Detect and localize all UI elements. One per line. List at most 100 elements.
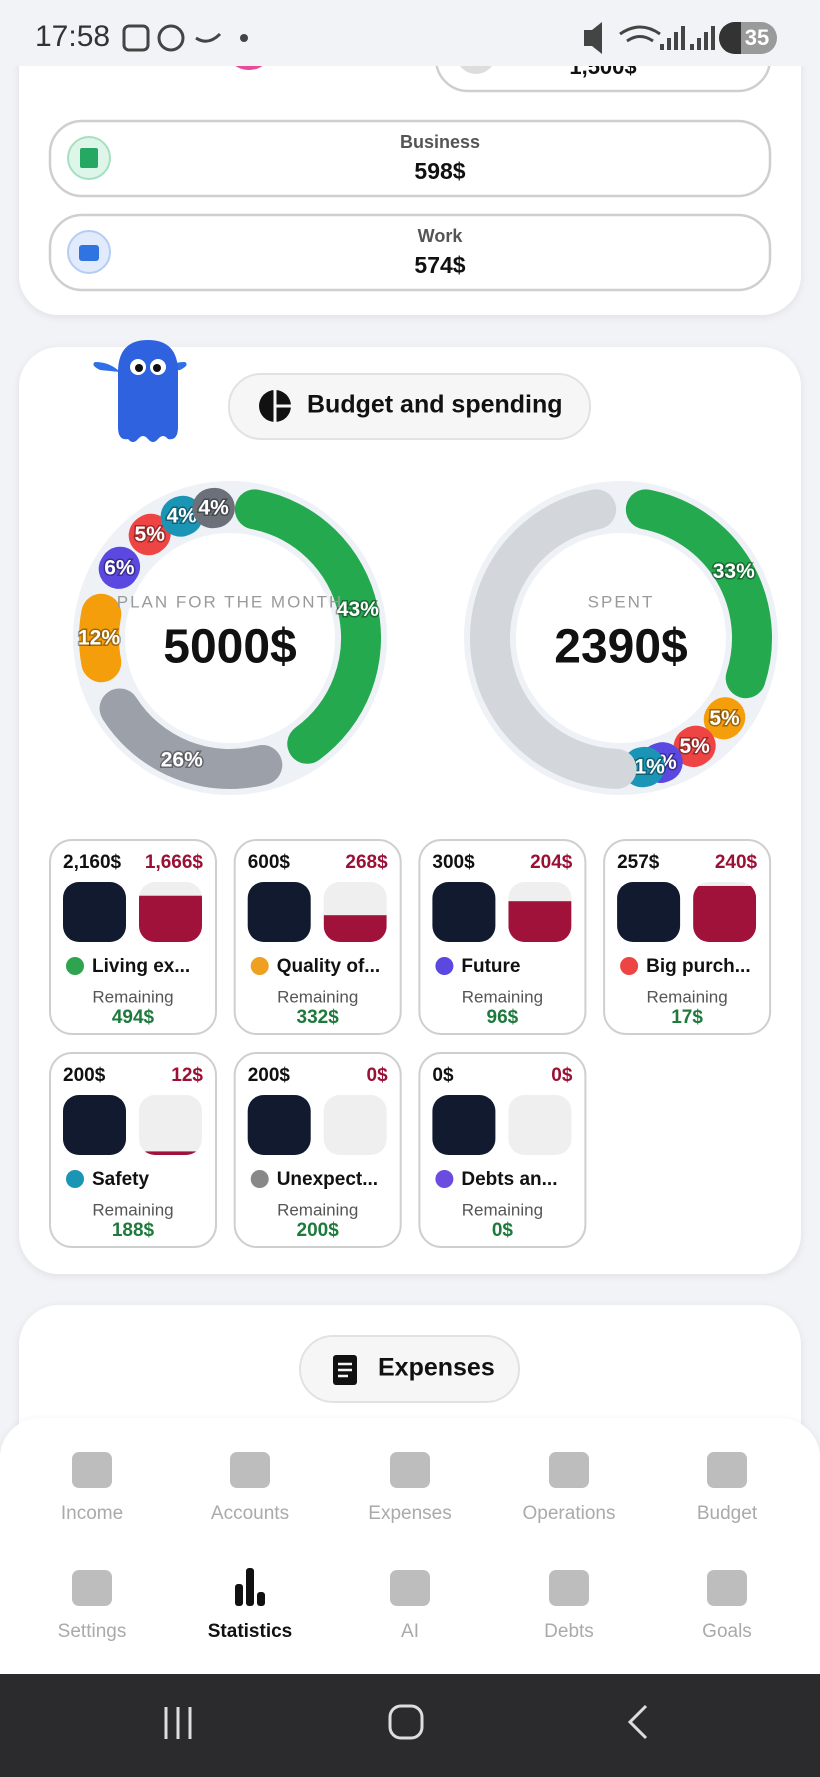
category-icon [435, 1170, 454, 1188]
label: Work [418, 226, 464, 246]
category-name: Unexpect... [277, 1169, 378, 1190]
remaining-value: 332$ [297, 1007, 340, 1028]
spent-box [323, 1095, 387, 1155]
pie-icon-lines [273, 390, 291, 422]
category-icon [435, 957, 454, 975]
recents-button[interactable] [164, 1707, 192, 1739]
pill[interactable] [48, 119, 772, 198]
nav-item[interactable]: Debts [544, 1570, 594, 1642]
remaining-value: 188$ [112, 1220, 155, 1241]
spent-box [139, 1095, 202, 1155]
status-icon [660, 26, 715, 50]
nav-item[interactable]: Settings [58, 1570, 127, 1642]
donut-segment [79, 593, 122, 683]
nav-label: Statistics [208, 1621, 292, 1642]
donut-segment [128, 513, 171, 556]
category-name: Future [461, 956, 520, 977]
budget: 200$ [63, 1065, 106, 1086]
mascot-pupil [153, 364, 161, 372]
budget: 300$ [432, 852, 475, 873]
status-icon [584, 22, 602, 54]
mascot-body [118, 340, 178, 442]
section-pill [228, 373, 591, 440]
system-bar [0, 1674, 820, 1777]
nav-label: Income [61, 1503, 123, 1524]
donuts: 43%26%12%6%5%4% 4%33%5%5%4%<1% [73, 481, 778, 795]
remaining-label: Remaining [462, 1200, 543, 1219]
category-cards: 2,160$ 1,666$Living ex...Remaining494$600… [49, 839, 772, 1248]
nav-icon [549, 1452, 589, 1488]
nav-label: Budget [697, 1503, 758, 1524]
work-pill[interactable]: Work 574$ [48, 213, 772, 292]
budget-box [247, 1095, 311, 1155]
budget-box [63, 1095, 126, 1155]
nav-item[interactable]: Expenses [368, 1452, 452, 1524]
nav-icon [549, 1570, 589, 1606]
nav-item[interactable]: Operations [523, 1452, 616, 1524]
budget-box [63, 882, 126, 942]
nav-icon [246, 1568, 254, 1606]
plan-total: 5000$ [163, 621, 297, 674]
budget-box [617, 882, 681, 942]
spent: 240$ [715, 852, 758, 873]
remaining-value: 96$ [487, 1007, 519, 1028]
home-button[interactable] [388, 1704, 424, 1740]
nav-icon [230, 1452, 270, 1488]
budget-box [247, 882, 311, 942]
donut-segment [673, 725, 716, 768]
nav-icon [390, 1570, 430, 1606]
business-pill[interactable]: Business 598$ [48, 119, 772, 198]
donut-segment [160, 495, 203, 537]
category-icon [250, 1170, 269, 1188]
category-name: Big purch... [646, 956, 751, 977]
budget-card [19, 347, 801, 1274]
spent: 0$ [367, 1065, 389, 1086]
budget: 200$ [248, 1065, 291, 1086]
category-icon [66, 957, 84, 975]
nav-item[interactable]: Statistics [208, 1568, 292, 1642]
nav-icon [257, 1592, 265, 1606]
status-icon [122, 24, 150, 52]
nav-item[interactable]: Income [61, 1452, 123, 1524]
nav-label: Expenses [368, 1503, 451, 1524]
nav-item[interactable]: Accounts [211, 1452, 289, 1524]
spent-label: SPENT [588, 592, 655, 611]
donut-label: 6% [104, 556, 135, 579]
budget: 257$ [617, 852, 660, 873]
back-button[interactable] [627, 1704, 648, 1740]
donut-label: 26% [161, 748, 203, 771]
nav-item[interactable]: Budget [697, 1452, 758, 1524]
nav-icon [72, 1570, 112, 1606]
donut-label: 33% [713, 560, 755, 583]
nav-label: Settings [58, 1621, 127, 1642]
remaining-value: 494$ [112, 1007, 155, 1028]
status-icon [157, 24, 185, 52]
category-name: Debts an... [461, 1169, 557, 1190]
nav-label: Goals [702, 1621, 752, 1642]
icon [79, 245, 99, 261]
donut-segment [470, 489, 637, 789]
remaining-label: Remaining [92, 987, 173, 1006]
spent-fill [323, 915, 387, 942]
spent-fill [508, 901, 572, 942]
value: 598$ [414, 158, 465, 184]
category-icon [250, 957, 269, 975]
section-title: Expenses [378, 1354, 495, 1382]
donut-label: 4% [167, 505, 198, 528]
spent-fill [139, 1151, 202, 1155]
pill[interactable] [48, 213, 772, 292]
icon [80, 148, 98, 168]
nav-item[interactable]: Goals [702, 1570, 752, 1642]
donut-label: 5% [709, 707, 740, 730]
donut-segment [99, 688, 283, 789]
donut-segment [234, 489, 381, 764]
receipt-icon-lines [338, 1362, 352, 1378]
nav-item[interactable]: AI [390, 1570, 430, 1642]
